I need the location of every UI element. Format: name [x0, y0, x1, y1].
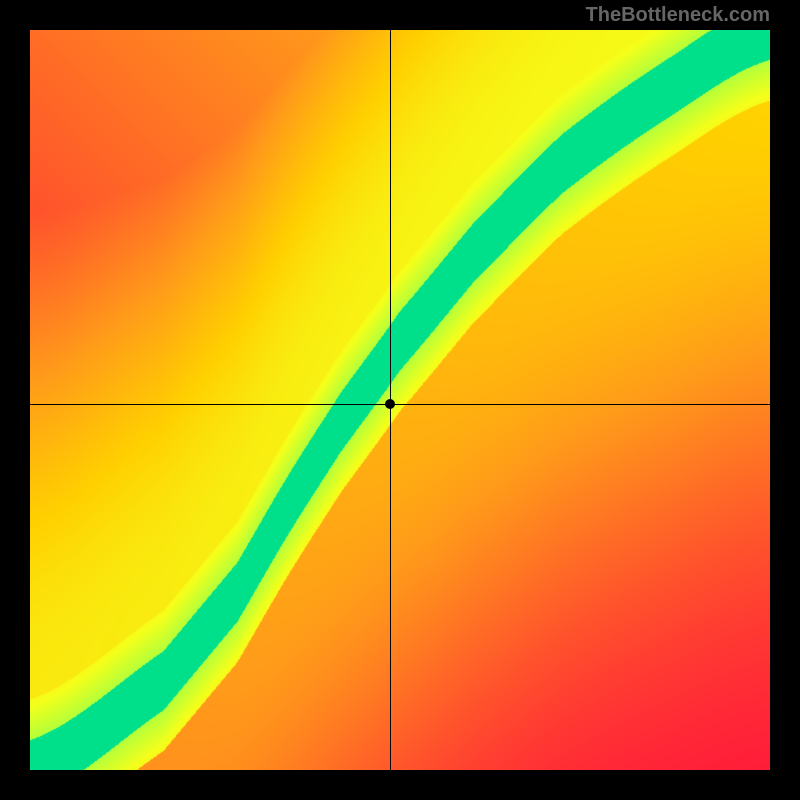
- heatmap-canvas: [30, 30, 770, 770]
- watermark-text: TheBottleneck.com: [586, 4, 770, 27]
- heatmap-plot: [30, 30, 770, 770]
